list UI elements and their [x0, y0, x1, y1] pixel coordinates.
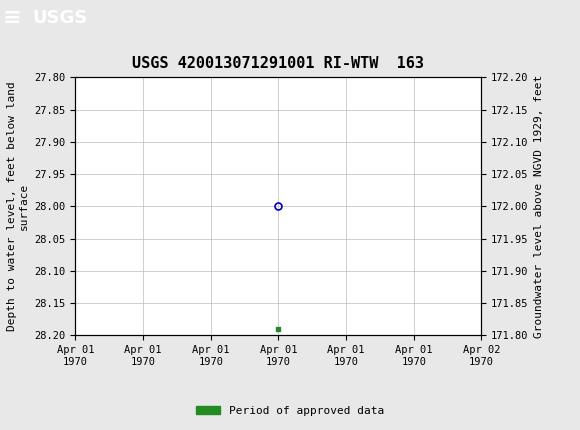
- Text: USGS: USGS: [32, 9, 87, 27]
- Text: ≡: ≡: [3, 8, 21, 28]
- Y-axis label: Depth to water level, feet below land
surface: Depth to water level, feet below land su…: [8, 82, 29, 331]
- Y-axis label: Groundwater level above NGVD 1929, feet: Groundwater level above NGVD 1929, feet: [534, 75, 544, 338]
- Legend: Period of approved data: Period of approved data: [191, 401, 389, 420]
- Title: USGS 420013071291001 RI-WTW  163: USGS 420013071291001 RI-WTW 163: [132, 55, 425, 71]
